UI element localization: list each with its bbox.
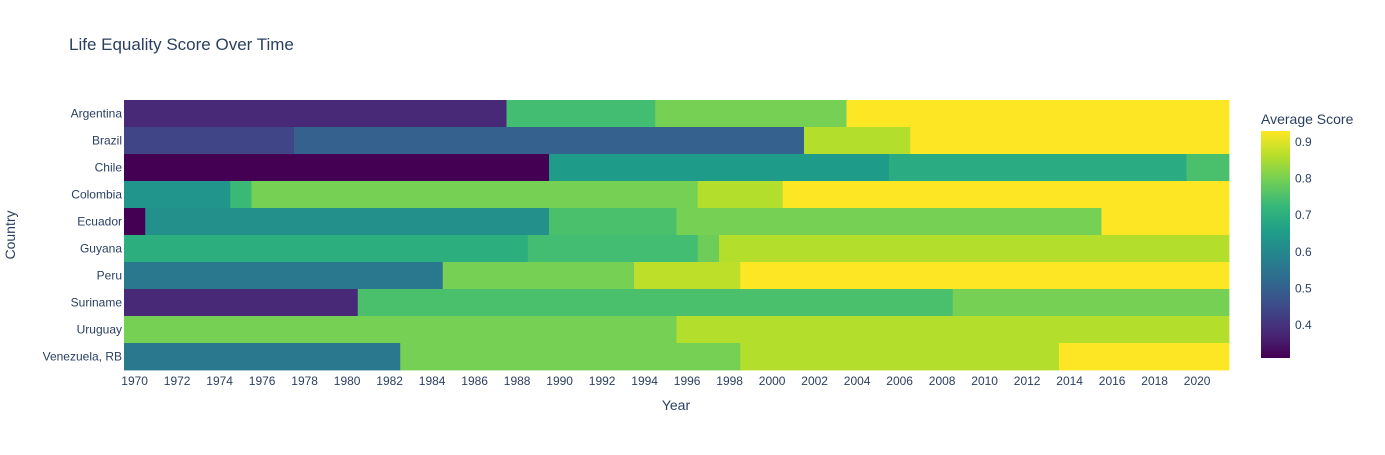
x-tick-label: 1990 (546, 374, 573, 388)
y-tick-label: Ecuador (77, 215, 122, 229)
heatmap-cell (124, 235, 529, 263)
heatmap-cell (676, 316, 1230, 344)
x-tick-label: 1976 (249, 374, 276, 388)
y-tick-label: Suriname (71, 296, 123, 310)
colorbar-tick-label: 0.8 (1295, 172, 1312, 186)
heatmap-cell (124, 343, 401, 371)
x-tick-label: 2002 (801, 374, 828, 388)
colorbar-tick-label: 0.4 (1295, 318, 1312, 332)
heatmap-cell (676, 208, 1102, 236)
y-tick-label: Colombia (71, 188, 122, 202)
y-tick-label: Peru (97, 269, 122, 283)
heatmap-cell (910, 127, 1230, 155)
x-tick-label: 2008 (929, 374, 956, 388)
heatmap-cell (634, 262, 741, 290)
x-tick-label: 1986 (461, 374, 488, 388)
y-axis-ticks: Argentina Brazil Chile Colombia Ecuador Guyan… (43, 107, 123, 364)
colorbar-tick-label: 0.7 (1295, 208, 1312, 222)
heatmap-cell (294, 127, 805, 155)
y-tick-label: Uruguay (77, 323, 122, 337)
colorbar (1261, 131, 1290, 358)
colorbar-tick-label: 0.9 (1295, 135, 1312, 149)
heatmap-cell (400, 343, 741, 371)
heatmap-cell (740, 262, 1230, 290)
heatmap-cell (124, 316, 677, 344)
heatmap-cell (527, 235, 699, 263)
x-tick-label: 1996 (674, 374, 701, 388)
x-tick-label: 1978 (291, 374, 318, 388)
heatmap-cell (124, 127, 295, 155)
y-tick-label: Chile (95, 161, 123, 175)
x-tick-label: 1984 (419, 374, 446, 388)
x-tick-label: 1988 (504, 374, 531, 388)
x-tick-label: 1982 (376, 374, 403, 388)
colorbar-ticks: 0.4 0.5 0.6 0.7 0.8 0.9 (1295, 135, 1312, 332)
x-tick-label: 2016 (1099, 374, 1126, 388)
x-tick-label: 1972 (164, 374, 191, 388)
heatmap-cell (952, 289, 1230, 317)
y-tick-label: Argentina (71, 107, 123, 121)
x-tick-label: 2010 (971, 374, 998, 388)
chart-title: Life Equality Score Over Time (69, 35, 294, 54)
y-axis-label: Country (2, 210, 18, 259)
heatmap-cell (230, 181, 252, 209)
heatmap-cell (846, 100, 1230, 128)
heatmap-cell (357, 289, 954, 317)
x-tick-label: 1980 (334, 374, 361, 388)
x-tick-label: 1992 (589, 374, 616, 388)
x-tick-label: 2014 (1056, 374, 1083, 388)
heatmap-cell (124, 181, 231, 209)
y-tick-label: Guyana (80, 242, 122, 256)
heatmap-cell (124, 208, 146, 236)
heatmap-cell (549, 208, 677, 236)
y-tick-label: Venezuela, RB (43, 350, 122, 364)
heatmap-cell (506, 100, 656, 128)
x-axis-ticks: 1970 1972 1974 1976 1978 1980 1982 1984 1986 1988… (121, 374, 1211, 388)
x-tick-label: 2012 (1014, 374, 1041, 388)
x-tick-label: 2000 (759, 374, 786, 388)
heatmap-cell (145, 208, 550, 236)
x-tick-label: 1994 (631, 374, 658, 388)
x-tick-label: 2006 (886, 374, 913, 388)
colorbar-title: Average Score (1261, 111, 1354, 127)
heatmap-cell (782, 181, 1230, 209)
heatmap-cell (549, 154, 890, 182)
heatmap-cell (697, 181, 784, 209)
x-axis-label: Year (662, 397, 691, 413)
x-tick-label: 2018 (1141, 374, 1168, 388)
heatmap-cell (124, 154, 550, 182)
heatmap-cell (1186, 154, 1230, 182)
heatmap-cell (124, 100, 507, 128)
heatmap-cell (697, 235, 720, 263)
colorbar-tick-label: 0.5 (1295, 281, 1312, 295)
heatmap-cell (124, 289, 359, 317)
heatmap-cell (655, 100, 847, 128)
x-tick-label: 1970 (121, 374, 148, 388)
heatmap-cell (740, 343, 1060, 371)
colorbar-tick-label: 0.6 (1295, 245, 1312, 259)
heatmap-cell (804, 127, 911, 155)
heatmap-cell (442, 262, 635, 290)
x-tick-label: 2004 (844, 374, 871, 388)
heatmap-cell (719, 235, 1230, 263)
heatmap-cell (1101, 208, 1230, 236)
heatmap-cell (251, 181, 699, 209)
heatmap-cells (124, 100, 1230, 371)
x-tick-label: 2020 (1184, 374, 1211, 388)
heatmap-cell (1059, 343, 1230, 371)
y-tick-label: Brazil (92, 134, 122, 148)
x-tick-label: 1998 (716, 374, 743, 388)
x-tick-label: 1974 (206, 374, 233, 388)
heatmap-cell (889, 154, 1187, 182)
heatmap-cell (124, 262, 444, 290)
